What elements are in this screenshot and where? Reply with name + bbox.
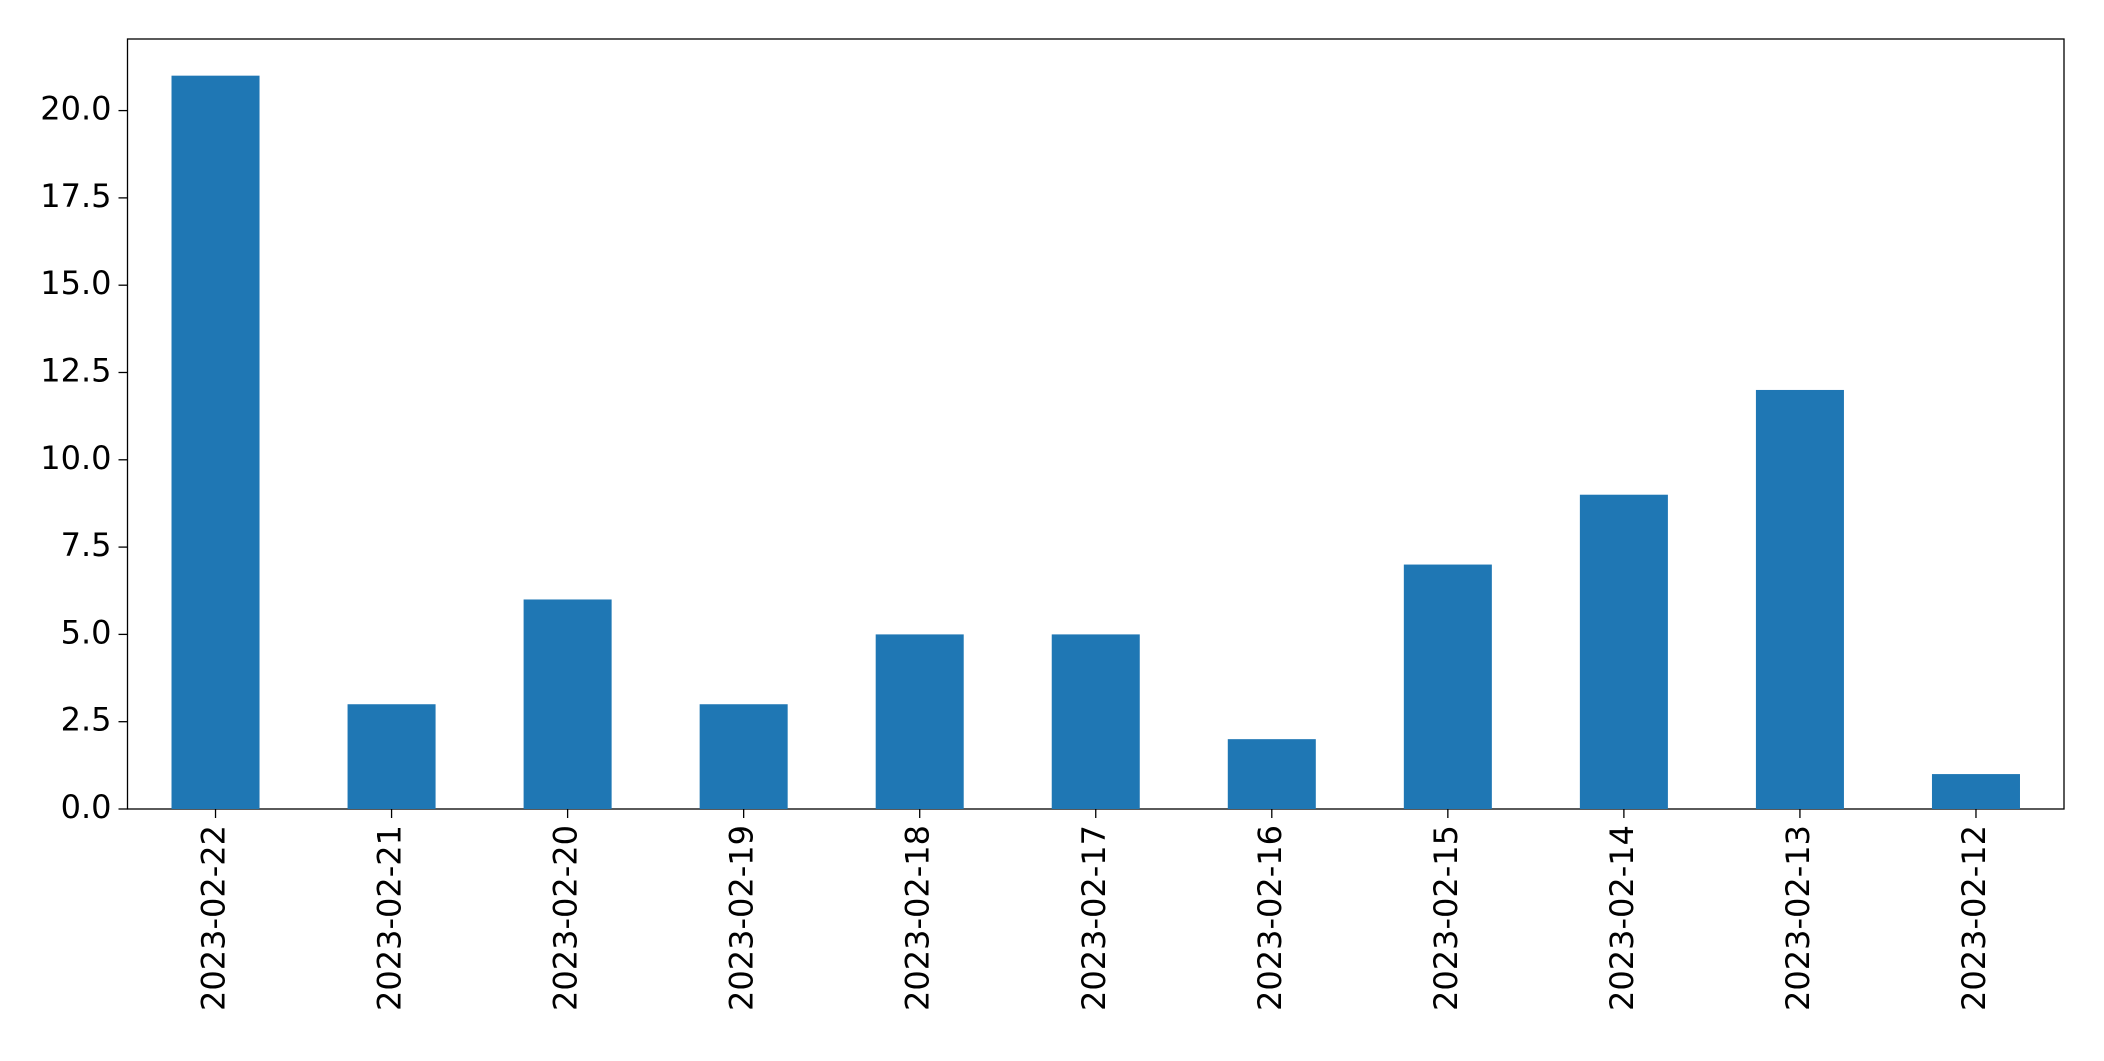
y-tick-label: 20.0 xyxy=(40,90,111,128)
y-tick-label: 12.5 xyxy=(40,351,111,389)
bar xyxy=(347,704,436,809)
bar xyxy=(699,704,788,809)
bar xyxy=(1579,494,1668,809)
y-tick-label: 10.0 xyxy=(40,439,111,477)
bar xyxy=(523,599,612,809)
x-tick-label: 2023-02-14 xyxy=(1603,825,1641,1011)
x-tick-label: 2023-02-17 xyxy=(1075,825,1113,1011)
bar xyxy=(1051,634,1140,809)
bar xyxy=(1227,739,1316,809)
x-tick-label: 2023-02-16 xyxy=(1251,825,1289,1011)
bar xyxy=(875,634,964,809)
bar xyxy=(171,75,260,809)
x-tick-label: 2023-02-21 xyxy=(371,825,409,1011)
y-tick-label: 5.0 xyxy=(61,613,112,651)
x-tick-label: 2023-02-15 xyxy=(1427,825,1465,1011)
y-tick-label: 2.5 xyxy=(61,701,112,739)
x-tick-label: 2023-02-13 xyxy=(1779,825,1817,1011)
bar xyxy=(1755,389,1844,809)
x-tick-label: 2023-02-19 xyxy=(723,825,761,1011)
bar xyxy=(1403,564,1492,809)
x-tick-label: 2023-02-20 xyxy=(547,825,585,1011)
x-tick-label: 2023-02-22 xyxy=(195,825,233,1011)
x-tick-label: 2023-02-12 xyxy=(1955,825,1993,1011)
bar xyxy=(1931,774,2020,809)
y-tick-label: 7.5 xyxy=(61,526,112,564)
x-tick-label: 2023-02-18 xyxy=(899,825,937,1011)
y-tick-label: 0.0 xyxy=(61,788,112,826)
y-tick-label: 17.5 xyxy=(40,177,111,215)
y-tick-label: 15.0 xyxy=(40,264,111,302)
